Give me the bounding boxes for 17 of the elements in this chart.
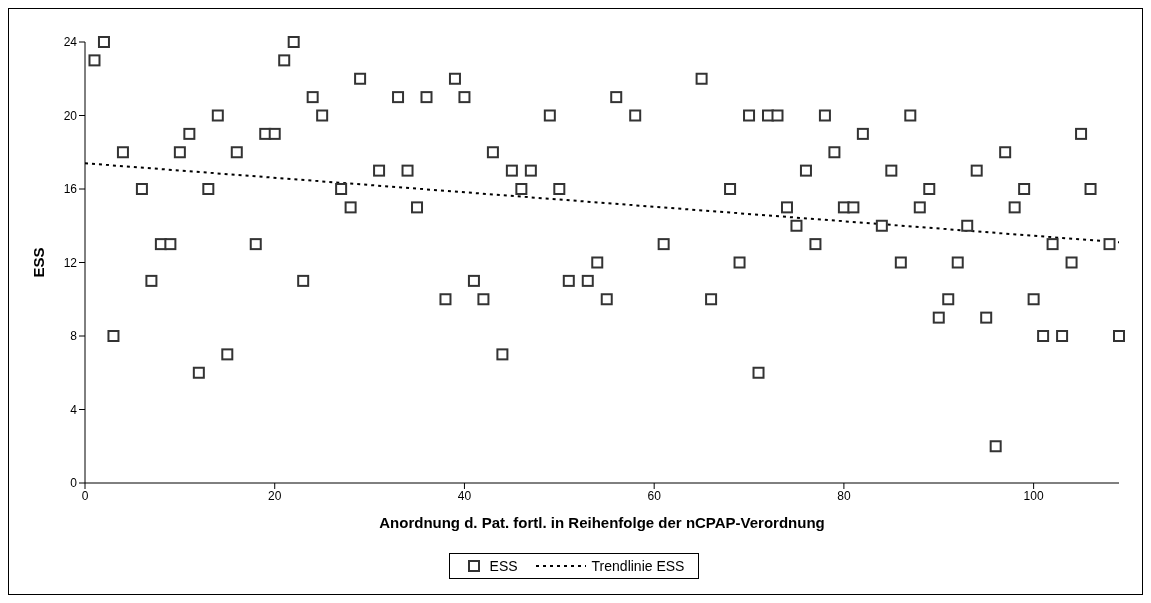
y-axis-title: ESS	[30, 247, 48, 278]
x-axis-title: Anordnung d. Pat. fortl. in Reihenfolge der nCPAP-Verordnung	[379, 514, 825, 531]
legend-label: Trendlinie ESS	[591, 558, 685, 574]
x-tick-label: 100	[1023, 488, 1044, 503]
x-tick-label: 40	[457, 488, 472, 503]
x-tick-label: 20	[268, 488, 282, 503]
legend-label: ESS	[489, 558, 518, 574]
y-tick-label: 24	[63, 35, 78, 50]
y-tick-label: 12	[63, 255, 78, 270]
x-tick-label: 60	[647, 488, 662, 503]
x-tick-label: 80	[837, 488, 851, 503]
y-tick-label: 4	[70, 402, 78, 417]
y-tick-label: 16	[63, 182, 78, 197]
x-tick-label: 0	[81, 488, 89, 503]
y-tick-label: 0	[70, 476, 78, 491]
y-tick-label: 8	[70, 329, 78, 344]
y-tick-label: 20	[63, 108, 78, 123]
